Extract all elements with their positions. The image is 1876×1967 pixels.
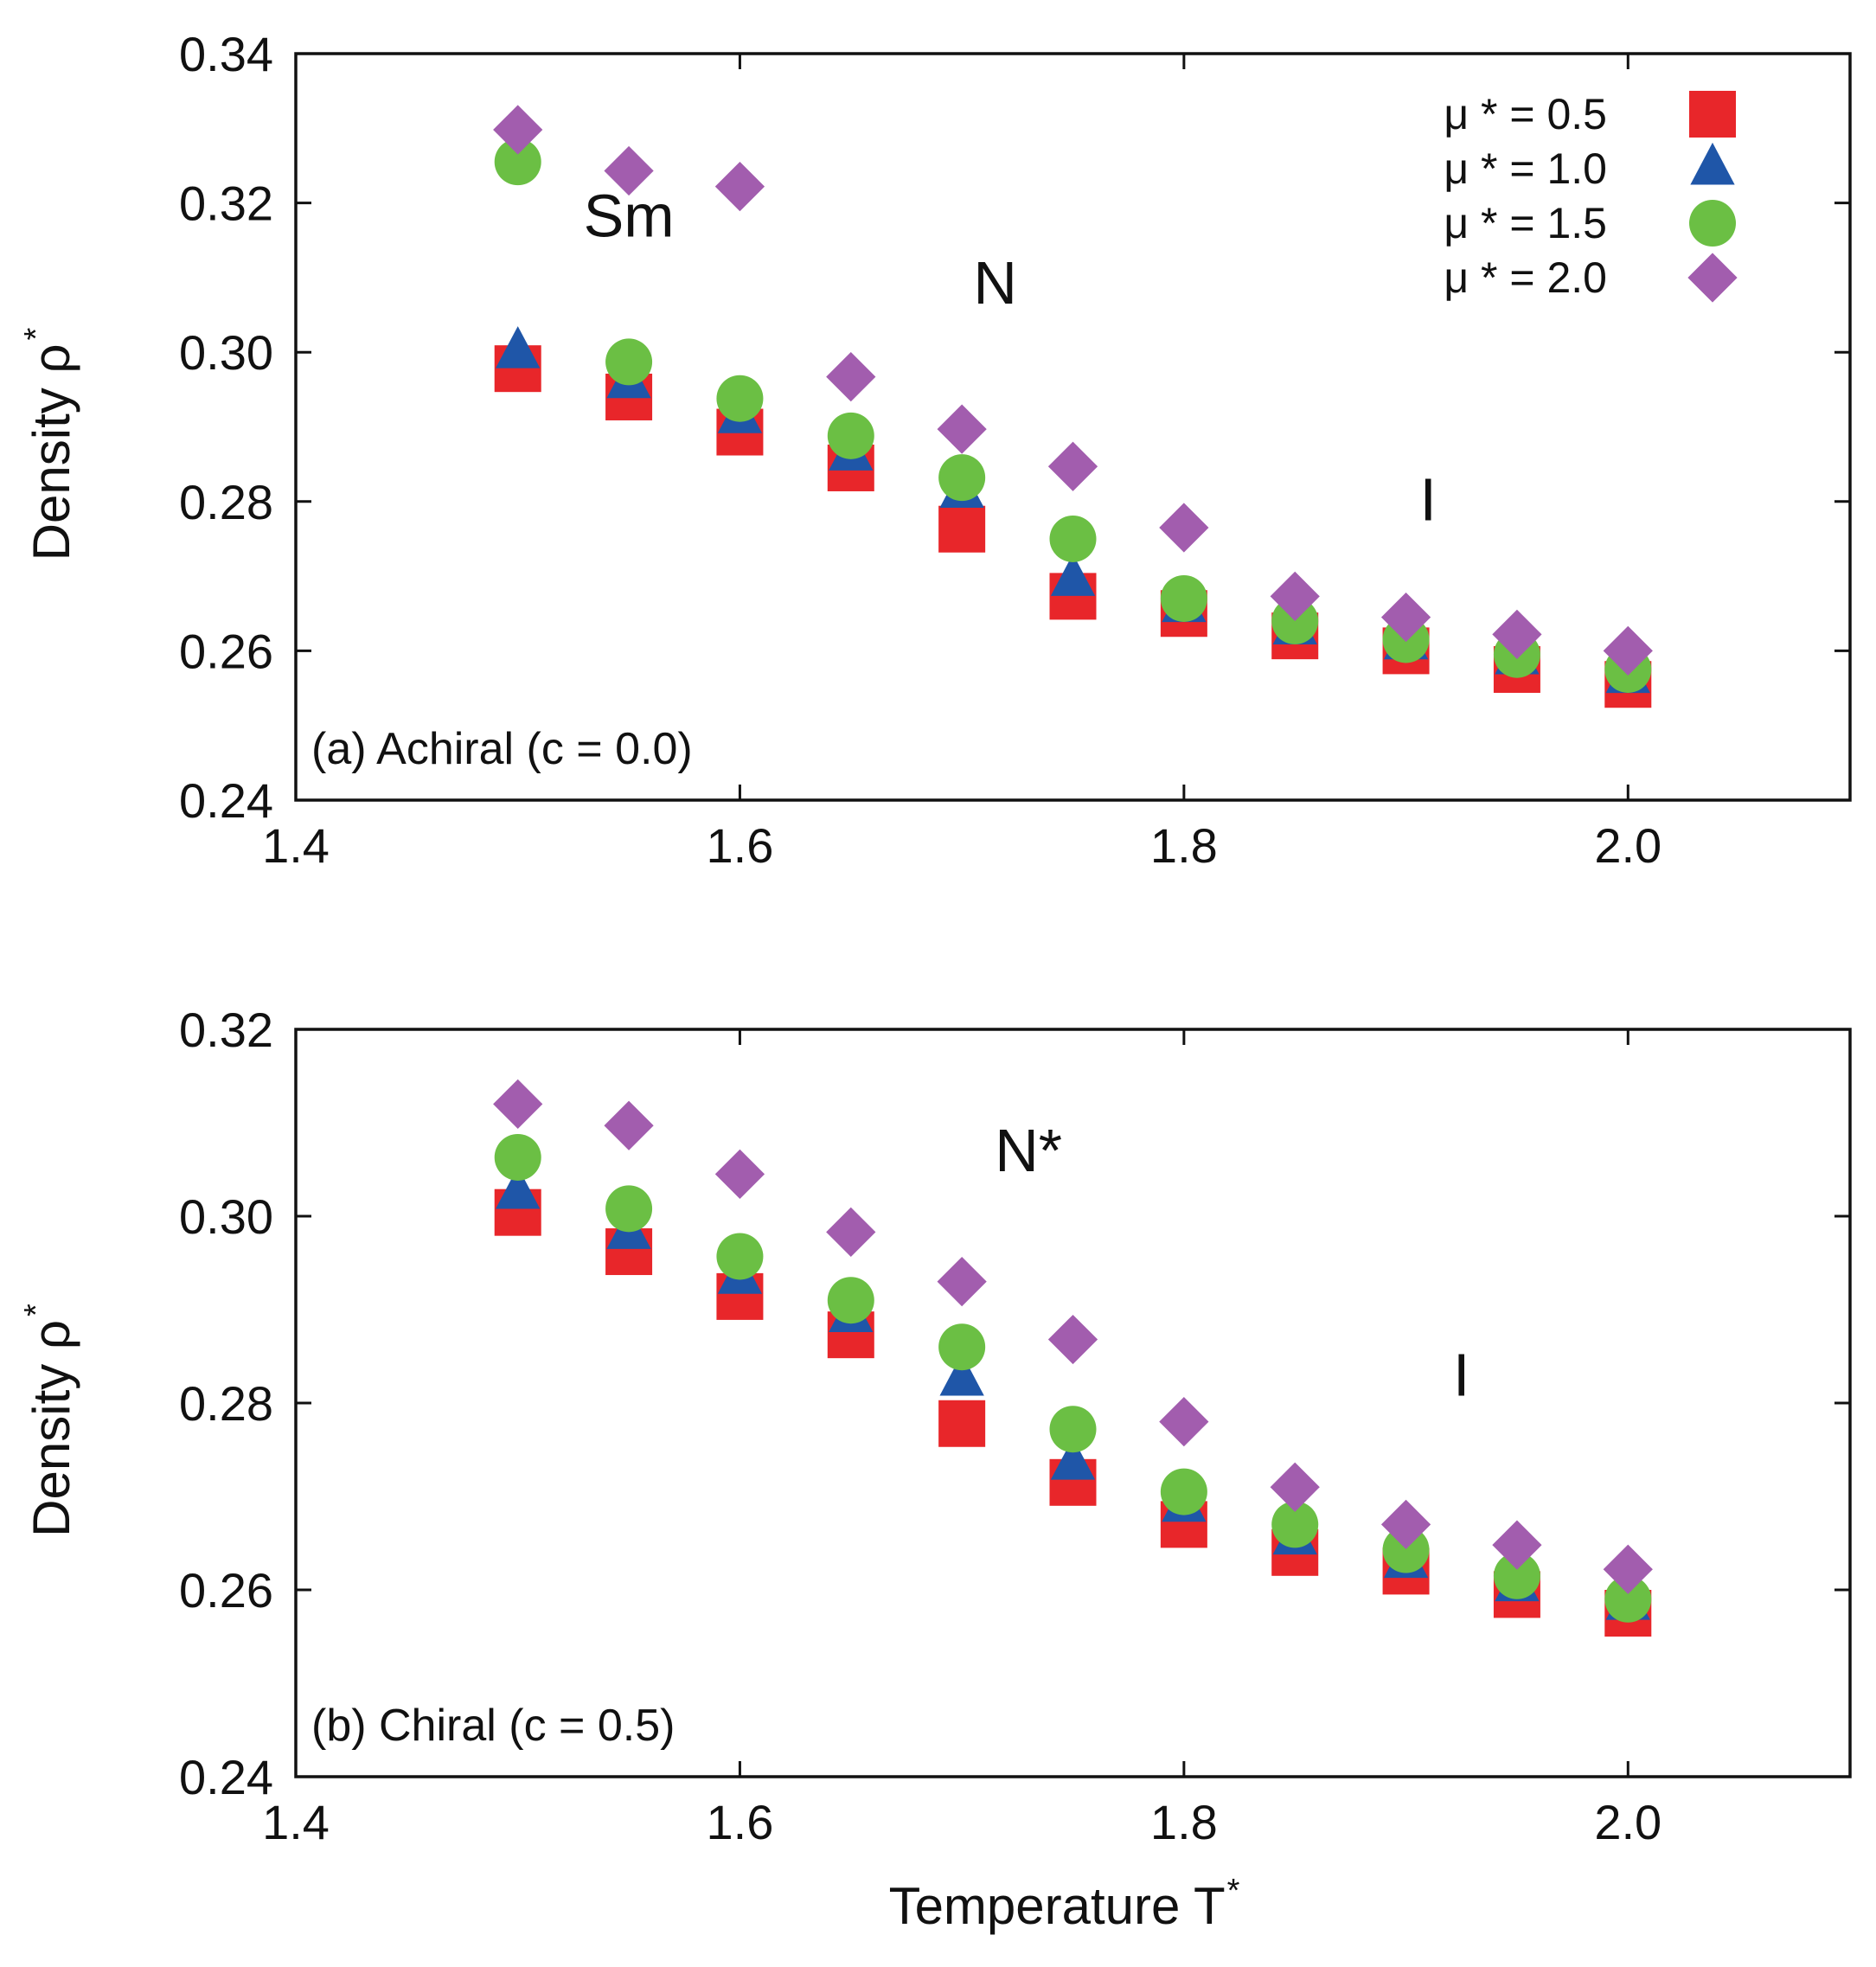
y-tick-label: 0.24 <box>179 1750 273 1804</box>
x-tick-label: 1.8 <box>1150 818 1218 873</box>
data-point <box>1492 609 1542 660</box>
phase-label: I <box>1420 465 1437 533</box>
x-tick-label: 1.6 <box>706 818 773 873</box>
data-point <box>938 454 986 502</box>
legend-label: μ * = 1.0 <box>1444 144 1607 193</box>
phase-label: I <box>1453 1341 1469 1408</box>
y-axis-title: Density ρ* <box>18 327 80 561</box>
data-point <box>1047 441 1098 491</box>
panel-b: 1.4 1.6 1.8 2.0 0.24 0.26 0.28 0.30 0.32 Density … <box>18 1003 1852 1935</box>
data-point <box>1493 1552 1540 1599</box>
data-point <box>714 1149 765 1200</box>
data-point <box>1160 1468 1207 1515</box>
data-point <box>937 1256 987 1307</box>
legend-label: μ * = 1.5 <box>1444 199 1607 247</box>
panel-label: (a) Achiral (c = 0.0) <box>311 724 693 774</box>
y-axis-title: Density ρ* <box>18 1304 80 1537</box>
data-point <box>827 412 874 459</box>
x-tick-label: 1.4 <box>262 818 330 873</box>
data-point <box>1050 1438 1096 1480</box>
x-tick-label: 1.6 <box>706 1795 773 1849</box>
data-point <box>939 1353 984 1396</box>
y-tick-label: 0.26 <box>179 1563 273 1618</box>
data-point <box>1159 1396 1209 1447</box>
data-point <box>1047 1314 1098 1365</box>
y-tick-label: 0.28 <box>179 1376 273 1431</box>
data-point <box>604 1100 654 1150</box>
data-point <box>1382 1526 1430 1573</box>
data-point <box>1380 592 1431 643</box>
data-point <box>493 105 543 155</box>
data-point <box>1159 503 1209 553</box>
x-tick-label: 1.4 <box>262 1795 330 1849</box>
data-point <box>605 338 653 386</box>
data-point <box>827 1277 874 1324</box>
y-tick-label: 0.28 <box>179 475 273 529</box>
data-point <box>1270 1462 1320 1512</box>
y-tick-label: 0.30 <box>179 1189 273 1244</box>
legend-marker <box>1689 200 1736 247</box>
y-tick-label: 0.34 <box>179 27 273 81</box>
legend-label: μ * = 0.5 <box>1444 90 1607 138</box>
x-tick-label: 1.8 <box>1150 1795 1218 1849</box>
y-tick-label: 0.30 <box>179 325 273 380</box>
data-point <box>496 326 541 368</box>
data-point <box>496 1166 541 1209</box>
data-point <box>1604 1575 1652 1623</box>
data-point <box>937 404 987 454</box>
series-diamond <box>493 105 1653 676</box>
series-diamond <box>493 1079 1653 1594</box>
data-point <box>1160 574 1207 622</box>
data-point <box>826 352 876 402</box>
data-point <box>1603 625 1653 676</box>
data-point <box>938 1400 986 1447</box>
data-point <box>1050 554 1096 596</box>
panel-label: (b) Chiral (c = 0.5) <box>311 1701 675 1751</box>
data-point <box>604 145 654 196</box>
data-point <box>1603 1544 1653 1594</box>
data-point <box>1271 1501 1319 1548</box>
y-tick-label: 0.24 <box>179 773 273 828</box>
panel-a: 1.4 1.6 1.8 2.0 0.24 0.26 0.28 0.30 0.32 0.34 Dens… <box>18 27 1852 873</box>
data-point <box>494 1133 541 1181</box>
data-point <box>1270 571 1320 622</box>
y-tick-label: 0.26 <box>179 624 273 678</box>
phase-label: N* <box>995 1117 1062 1184</box>
data-point <box>493 1079 543 1130</box>
data-point <box>716 375 764 422</box>
data-point <box>1492 1520 1542 1570</box>
data-point <box>938 1323 986 1371</box>
data-point <box>826 1207 876 1257</box>
series-triangle <box>496 326 1650 694</box>
data-point <box>494 138 541 186</box>
phase-label: N <box>973 249 1017 317</box>
y-tick-label: 0.32 <box>179 176 273 231</box>
legend-marker <box>1687 253 1738 303</box>
y-tick-label: 0.32 <box>179 1003 273 1057</box>
series-circle <box>494 1133 1652 1623</box>
data-point <box>605 1185 653 1233</box>
data-point <box>1049 1406 1097 1453</box>
data-point <box>716 1233 764 1280</box>
data-point <box>714 161 765 212</box>
x-tick-label: 2.0 <box>1594 1795 1662 1849</box>
x-axis-title: Temperature T* <box>889 1873 1240 1935</box>
data-point <box>1049 515 1097 562</box>
plot-frame <box>294 52 1852 802</box>
legend-marker <box>1689 91 1736 138</box>
data-point <box>1380 1499 1431 1550</box>
x-tick-label: 2.0 <box>1594 818 1662 873</box>
legend: μ * = 0.5 μ * = 1.0 μ * = 1.5 μ * = 2.0 <box>1444 90 1738 303</box>
series-triangle <box>496 1166 1650 1620</box>
legend-marker <box>1690 142 1735 185</box>
legend-label: μ * = 2.0 <box>1444 253 1607 302</box>
data-point <box>938 505 986 553</box>
